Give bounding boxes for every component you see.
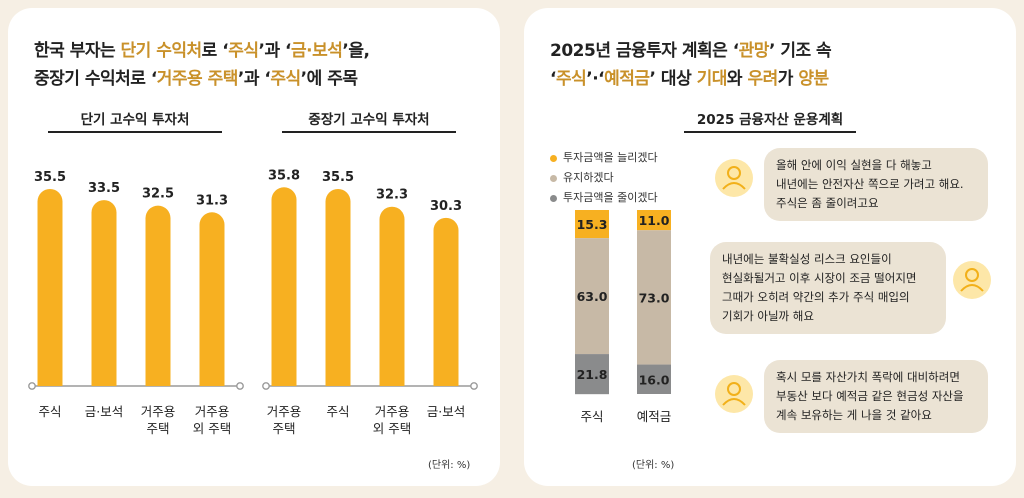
category-label: 거주용 [195, 404, 230, 419]
stacked-segment [575, 238, 609, 355]
segment-label: 21.8 [577, 367, 608, 382]
comment-bubble-2: 내년에는 불확실성 리스크 요인들이 현실화될거고 이후 시장이 조금 떨어지면… [710, 242, 946, 334]
category-label: 거주용 [141, 404, 176, 419]
person-avatar-icon [715, 159, 753, 197]
bar [199, 212, 225, 386]
bar [433, 217, 459, 386]
bar [271, 187, 297, 386]
segment-label: 73.0 [639, 290, 670, 305]
category-label: 주식 [580, 409, 603, 424]
data-label: 35.5 [322, 170, 354, 185]
category-label: 예적금 [637, 409, 672, 424]
axis-end-marker [262, 382, 270, 390]
legend-dot-gray [550, 194, 557, 202]
bar [325, 188, 351, 386]
category-label: 금·보석 [427, 404, 465, 419]
legend-item-increase: 투자금액을 늘리겠다 [550, 148, 658, 168]
left-title-line-1: 한국 부자는 단기 수익처로 ‘주식’과 ‘금·보석’을, [34, 41, 370, 61]
left-panel: 한국 부자는 단기 수익처로 ‘주식’과 ‘금·보석’을, 중장기 수익처로 ‘… [8, 8, 500, 486]
data-label: 32.5 [142, 187, 174, 202]
chart-3-title: 2025 금융자산 운용계획 [696, 112, 844, 128]
left-title-line-2: 중장기 수익처로 ‘거주용 주택’과 ‘주식’에 주목 [34, 69, 358, 89]
data-label: 30.3 [430, 199, 462, 214]
chart-3-title-underline [684, 131, 856, 133]
data-label: 32.3 [376, 188, 408, 203]
category-label: 거주용 [267, 404, 302, 419]
axis-end-marker [28, 382, 36, 390]
legend-item-maintain: 유지하겠다 [550, 168, 658, 188]
chart-1-title-underline [48, 131, 222, 133]
chart-2-title: 중장기 고수익 투자처 [308, 112, 430, 128]
category-label: 주택 [272, 421, 295, 436]
stacked-segment [637, 210, 671, 231]
stacked-segment [637, 230, 671, 365]
right-panel: 2025년 금융투자 계획은 ‘관망’ 기조 속 ‘주식’·‘예적금’ 대상 기… [524, 8, 1016, 486]
person-avatar-icon [715, 375, 753, 413]
data-label: 33.5 [88, 181, 120, 196]
segment-label: 11.0 [639, 213, 670, 228]
category-label: 주택 [146, 421, 169, 436]
legend-item-decrease: 투자금액을 줄이겠다 [550, 188, 658, 208]
category-label: 주식 [326, 404, 349, 419]
axis-end-marker [236, 382, 244, 390]
category-label: 외 주택 [373, 421, 411, 436]
bar [37, 188, 63, 386]
right-title-line-2: ‘주식’·‘예적금’ 대상 기대와 우려가 양분 [550, 69, 829, 89]
comment-bubble-3: 혹시 모를 자산가치 폭락에 대비하려면 부동산 보다 예적금 같은 현금성 자… [764, 360, 988, 433]
category-label: 금·보석 [85, 404, 123, 419]
data-label: 35.8 [268, 168, 300, 183]
stacked-segment [637, 364, 671, 394]
bar [379, 206, 405, 386]
category-label: 외 주택 [193, 421, 231, 436]
segment-label: 15.3 [577, 217, 608, 232]
segment-label: 63.0 [577, 289, 608, 304]
chart-3-legend: 투자금액을 늘리겠다 유지하겠다 투자금액을 줄이겠다 [550, 148, 658, 208]
axis-end-marker [470, 382, 478, 390]
person-avatar-icon [953, 261, 991, 299]
segment-label: 16.0 [639, 372, 670, 387]
chart-2-title-underline [282, 131, 456, 133]
stacked-segment [575, 210, 609, 239]
left-unit-label: (단위: %) [428, 460, 471, 471]
bar [91, 200, 117, 386]
data-label: 35.5 [34, 170, 66, 185]
right-title-line-1: 2025년 금융투자 계획은 ‘관망’ 기조 속 [550, 41, 832, 61]
category-label: 주식 [38, 404, 61, 419]
legend-dot-orange [550, 154, 557, 162]
right-unit-label: (단위: %) [632, 460, 675, 471]
category-label: 거주용 [375, 404, 410, 419]
legend-dot-beige [550, 174, 557, 182]
stacked-segment [575, 354, 609, 395]
data-label: 31.3 [196, 193, 228, 208]
bar [145, 205, 171, 386]
comment-bubble-1: 올해 안에 이익 실현을 다 해놓고 내년에는 안전자산 쪽으로 가려고 해요.… [764, 148, 988, 221]
right-stacked-chart: 15.3 63.0 21.8 주식 11.0 73.0 16.0 예적금 [575, 210, 672, 424]
chart-1-title: 단기 고수익 투자처 [80, 112, 190, 128]
